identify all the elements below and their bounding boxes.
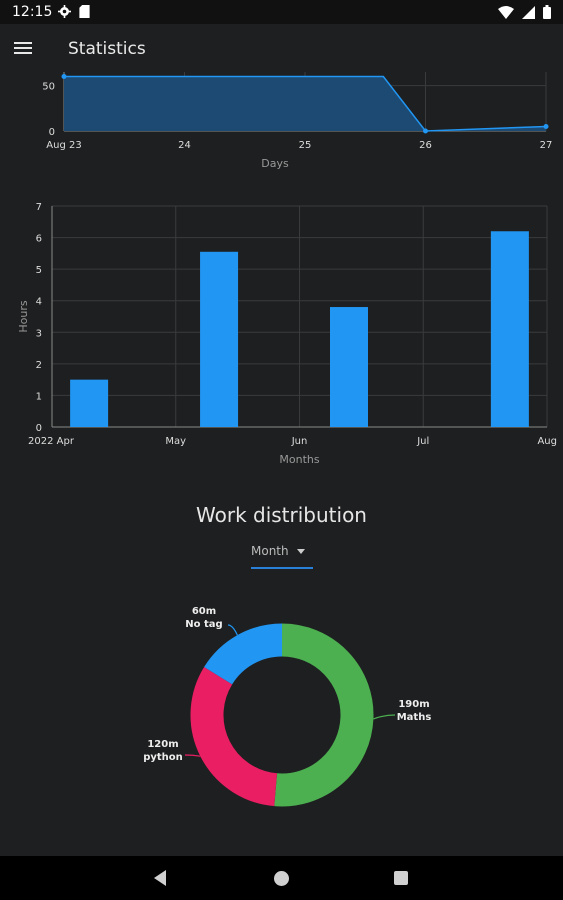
slice-name-label: python — [143, 752, 183, 763]
area-line — [64, 75, 547, 132]
slice-name-label: Maths — [397, 712, 432, 723]
y-tick-label: 0 — [49, 127, 55, 138]
slice-name-label: No tag — [185, 619, 222, 630]
data-point — [61, 74, 67, 80]
y-tick-label: 7 — [36, 202, 42, 213]
donut-slice-no-tag — [204, 623, 283, 685]
x-tick-label: 2022 Apr — [28, 436, 75, 447]
y-tick-label: 1 — [36, 391, 42, 402]
recents-icon[interactable] — [394, 871, 408, 885]
gear-icon — [58, 5, 71, 18]
slice-value-label: 190m — [398, 699, 429, 710]
slice-leader-line — [373, 714, 396, 720]
data-point — [543, 123, 549, 129]
bar — [70, 379, 109, 427]
y-tick-label: 3 — [36, 328, 42, 339]
caret-down-icon — [297, 549, 305, 554]
donut-slice-python — [190, 667, 278, 807]
sim-card-icon — [79, 5, 90, 18]
battery-icon — [543, 5, 551, 19]
home-icon[interactable] — [274, 871, 289, 886]
work-distribution-title: Work distribution — [196, 503, 367, 527]
y-tick-label: 2 — [36, 360, 42, 371]
bar — [200, 251, 239, 427]
x-axis-title: Days — [261, 157, 289, 170]
period-dropdown[interactable]: Month — [251, 543, 313, 569]
app-bar: Statistics — [0, 24, 563, 74]
slice-leader-line — [184, 754, 201, 757]
slice-leader-line — [227, 624, 238, 636]
x-tick-label: Aug 23 — [46, 140, 81, 151]
back-icon[interactable] — [154, 870, 166, 886]
x-tick-label: 24 — [178, 140, 191, 151]
navigation-bar — [0, 856, 563, 900]
area-fill — [64, 76, 546, 131]
work-distribution-donut-chart: 190m Maths 120m python 60m No tag — [143, 606, 432, 807]
bar — [490, 231, 529, 427]
y-tick-label: 5 — [36, 265, 42, 276]
y-tick-label: 0 — [36, 423, 42, 434]
monthly-bar-chart: 0 1 2 3 4 5 6 7 2022 Apr May Jun Jul Aug Months Hours — [17, 202, 557, 466]
menu-button[interactable] — [14, 39, 36, 59]
signal-icon — [522, 5, 535, 19]
donut-slice-maths — [274, 623, 374, 807]
status-icons-left — [58, 5, 90, 18]
y-tick-label: 50 — [42, 82, 55, 93]
data-point — [423, 128, 428, 134]
slice-value-label: 120m — [147, 739, 178, 750]
status-icons-right — [498, 5, 551, 19]
wifi-icon — [498, 5, 514, 19]
x-tick-label: Jun — [291, 436, 308, 447]
x-tick-label: Jul — [416, 436, 429, 447]
status-time: 12:15 — [12, 4, 53, 20]
page-title: Statistics — [68, 39, 146, 59]
status-bar: 12:15 — [0, 0, 563, 24]
y-axis-title: Hours — [17, 300, 30, 332]
x-tick-label: 25 — [299, 140, 312, 151]
period-dropdown-value: Month — [251, 544, 289, 558]
slice-value-label: 60m — [192, 606, 216, 617]
x-axis-title: Months — [279, 453, 319, 466]
y-tick-label: 4 — [36, 297, 42, 308]
bar — [330, 307, 368, 427]
daily-area-chart: Aug 23 24 25 26 27 0 50 Days — [42, 72, 553, 170]
y-tick-label: 6 — [36, 234, 42, 245]
x-tick-label: May — [165, 436, 186, 447]
hamburger-menu-icon — [14, 42, 36, 54]
x-tick-label: 26 — [419, 140, 432, 151]
x-tick-label: 27 — [540, 140, 553, 151]
x-tick-label: Aug — [537, 436, 557, 447]
